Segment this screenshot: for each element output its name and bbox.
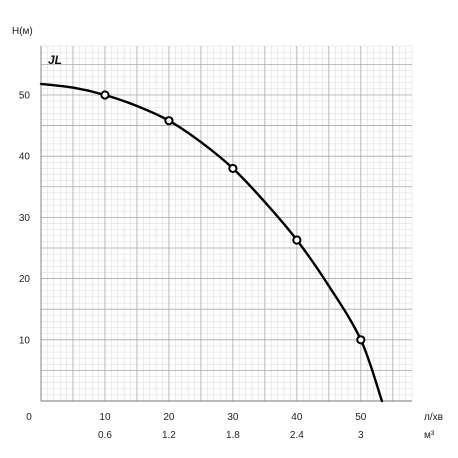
data-point-marker <box>356 335 366 345</box>
major-gridlines <box>40 46 412 402</box>
data-point-marker <box>100 90 110 100</box>
y-tick-label: 50 <box>19 90 31 101</box>
x-tick-label-secondary: 1.2 <box>162 430 176 441</box>
x-tick-label: 30 <box>227 412 239 423</box>
x-axis-title-secondary: м³ <box>424 430 435 441</box>
x-axis-title: л/хв <box>424 412 443 423</box>
series-name-label: JL <box>48 53 62 67</box>
x-tick-label-secondary: 3 <box>358 430 364 441</box>
data-point-marker <box>164 116 174 126</box>
x-tick-label-secondary: 2.4 <box>290 430 304 441</box>
y-tick-label: 40 <box>19 152 31 163</box>
y-tick-label: 30 <box>19 213 31 224</box>
x-tick-label: 50 <box>355 412 367 423</box>
minor-gridlines <box>41 45 413 401</box>
x-tick-label: 40 <box>291 412 303 423</box>
tick-labels: 0 10 20 30 40 50 0.6 1.2 1.8 2.4 3 10 20 30 40 50 <box>19 90 367 441</box>
x-tick-label: 10 <box>99 412 111 423</box>
data-point-marker <box>228 163 238 174</box>
marker-layer <box>100 90 366 345</box>
y-tick-label: 10 <box>19 335 31 346</box>
x-tick-label-secondary: 0.6 <box>98 430 112 441</box>
y-axis-title: H(м) <box>12 26 33 37</box>
data-point-marker <box>292 235 302 245</box>
x-tick-label: 0 <box>26 412 32 423</box>
x-tick-label: 20 <box>163 412 175 423</box>
y-tick-label: 20 <box>19 274 31 285</box>
x-tick-label-secondary: 1.8 <box>226 430 240 441</box>
